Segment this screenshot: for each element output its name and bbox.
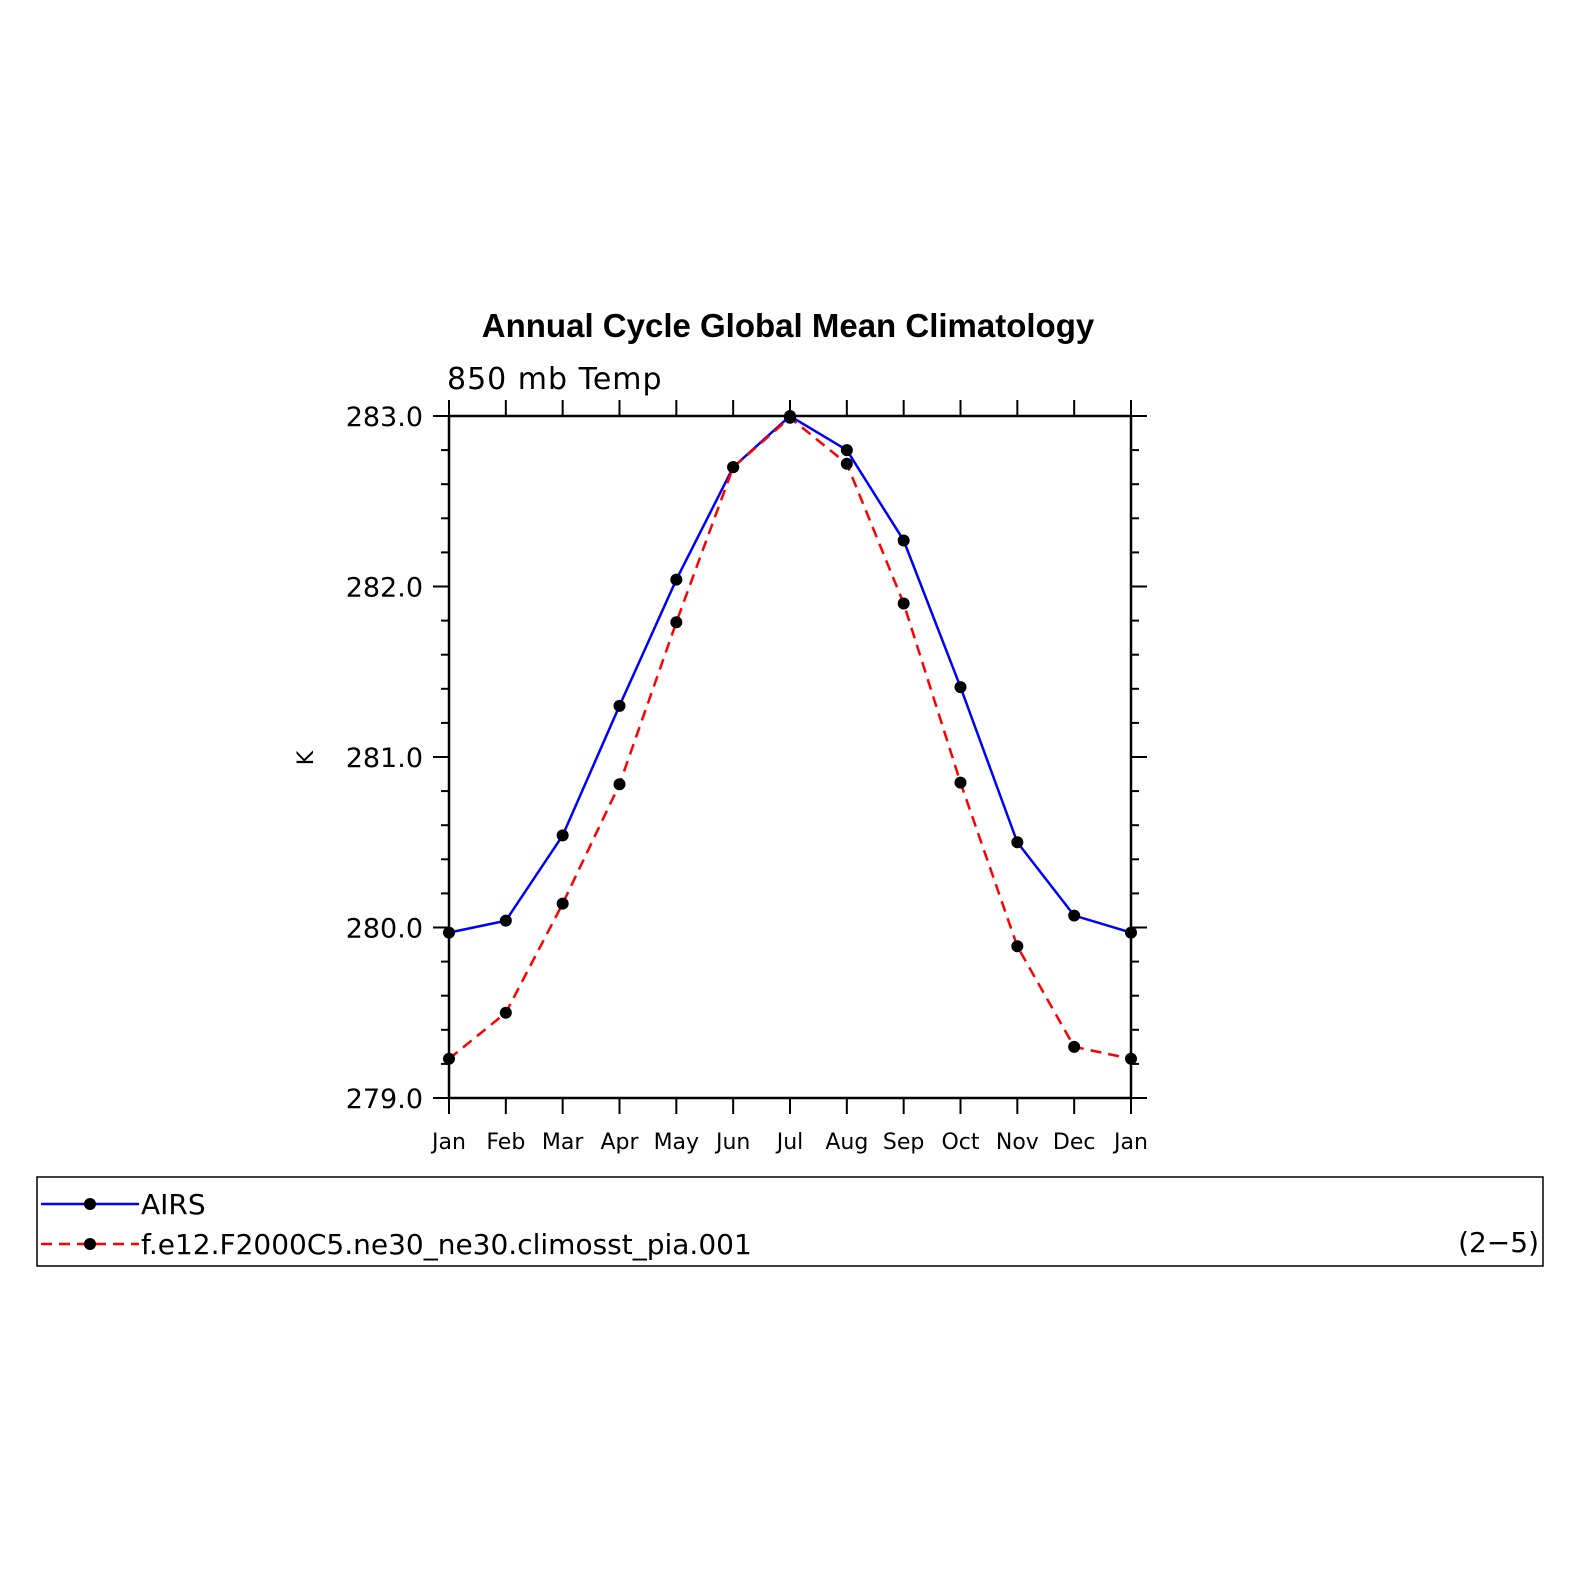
- x-tick-label: Jun: [714, 1130, 750, 1155]
- legend-box: [36, 1176, 1544, 1267]
- legend: AIRS f.e12.F2000C5.ne30_ne30.climosst_pia…: [41, 1188, 752, 1261]
- x-tick-label: Jul: [775, 1130, 804, 1155]
- data-point-s1: [897, 597, 910, 610]
- data-point-s1: [443, 1052, 455, 1065]
- x-tick-label: Aug: [825, 1130, 868, 1155]
- y-tick-label: 282.0: [346, 573, 423, 604]
- data-point-s0: [499, 914, 512, 927]
- axes: [433, 400, 1147, 1114]
- y-tick-labels: 279.0 280.0 281.0 282.0 283.0: [346, 402, 423, 1115]
- x-tick-label: Dec: [1053, 1130, 1096, 1155]
- y-tick-label: 279.0: [346, 1084, 423, 1115]
- data-point-s1: [954, 776, 967, 789]
- data-point-s1: [840, 457, 853, 470]
- data-point-s0: [670, 573, 683, 586]
- legend-marker-0: [84, 1198, 96, 1210]
- legend-marker-1: [84, 1238, 96, 1250]
- legend-label-1: f.e12.F2000C5.ne30_ne30.climosst_pia.001: [141, 1228, 752, 1261]
- data-point-s0: [613, 699, 626, 712]
- data-point-s1: [499, 1006, 512, 1019]
- data-point-s0: [556, 829, 569, 842]
- x-tick-label: Feb: [486, 1130, 525, 1155]
- data-point-s0: [1011, 836, 1024, 849]
- data-point-s0: [954, 681, 967, 694]
- data-point-s1: [784, 411, 796, 424]
- data-point-s0: [897, 534, 910, 547]
- plot-frame: [447, 414, 1133, 1100]
- chart-subtitle: 850 mb Temp: [447, 362, 663, 397]
- y-axis-label: K: [294, 750, 319, 765]
- data-point-s0: [1125, 926, 1137, 939]
- series-line-1: [448, 416, 1132, 1061]
- series-lines: [448, 414, 1132, 1061]
- panel-label: (2−5): [1458, 1226, 1539, 1259]
- x-tick-label: Mar: [542, 1130, 584, 1155]
- data-point-s1: [1068, 1040, 1081, 1053]
- x-tick-label: Sep: [883, 1130, 924, 1155]
- series-markers: [443, 410, 1137, 1065]
- data-point-s1: [556, 897, 569, 910]
- y-tick-label: 281.0: [346, 743, 423, 774]
- chart-title: Annual Cycle Global Mean Climatology: [482, 307, 1095, 344]
- y-tick-label: 280.0: [346, 914, 423, 945]
- data-point-s0: [840, 444, 853, 457]
- x-tick-label: Oct: [941, 1130, 979, 1155]
- x-tick-label: Jan: [1112, 1130, 1148, 1155]
- series-line-0: [448, 414, 1132, 934]
- data-point-s0: [1068, 909, 1081, 922]
- data-point-s1: [727, 461, 740, 474]
- data-point-s1: [1125, 1052, 1137, 1065]
- data-point-s1: [670, 616, 683, 629]
- y-tick-label: 283.0: [346, 402, 423, 433]
- legend-label-0: AIRS: [141, 1188, 206, 1221]
- data-point-s1: [613, 778, 626, 791]
- x-tick-label: Apr: [600, 1130, 639, 1155]
- data-point-s1: [1011, 940, 1024, 953]
- data-point-s0: [443, 926, 455, 939]
- x-tick-label: Nov: [996, 1130, 1039, 1155]
- x-tick-label: May: [654, 1130, 699, 1155]
- x-tick-label: Jan: [430, 1130, 466, 1155]
- x-tick-labels: Jan Feb Mar Apr May Jun Jul Aug Sep Oct Nov Dec Jan: [430, 1130, 1148, 1155]
